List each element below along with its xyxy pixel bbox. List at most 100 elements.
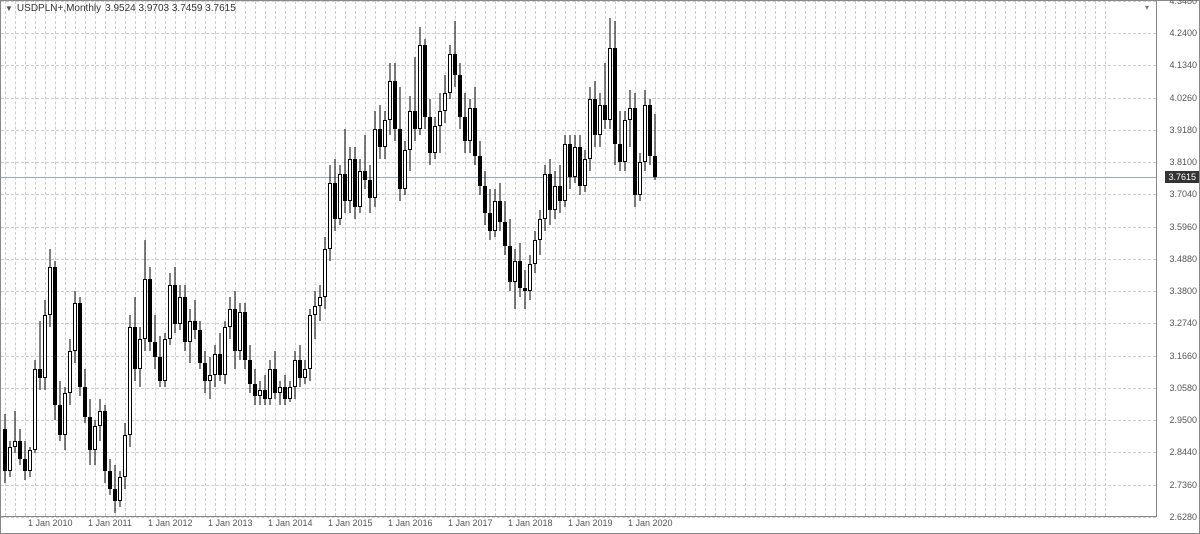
vgrid-line — [1015, 1, 1016, 516]
candle — [223, 1, 227, 517]
candle — [573, 1, 577, 517]
candle — [628, 1, 632, 517]
candle — [593, 1, 597, 517]
candle — [583, 1, 587, 517]
candle — [118, 1, 122, 517]
vgrid-line — [695, 1, 696, 516]
candle — [293, 1, 297, 517]
vgrid-line — [805, 1, 806, 516]
candle — [433, 1, 437, 517]
candle — [528, 1, 532, 517]
vgrid-line — [1105, 1, 1106, 516]
candle — [343, 1, 347, 517]
candle — [243, 1, 247, 517]
price-chart[interactable] — [1, 1, 1157, 517]
candle — [238, 1, 242, 517]
candle — [373, 1, 377, 517]
candle — [568, 1, 572, 517]
vgrid-line — [925, 1, 926, 516]
y-tick-label: 2.9500 — [1169, 415, 1197, 425]
candle — [438, 1, 442, 517]
candle — [388, 1, 392, 517]
candle — [418, 1, 422, 517]
y-tick-label: 3.0580 — [1169, 383, 1197, 393]
candle — [163, 1, 167, 517]
candle — [603, 1, 607, 517]
vgrid-line — [755, 1, 756, 516]
x-tick-label: 1 Jan 2015 — [328, 518, 373, 528]
candle — [53, 1, 57, 517]
candle — [543, 1, 547, 517]
candle — [458, 1, 462, 517]
candle — [63, 1, 67, 517]
candle — [488, 1, 492, 517]
x-tick-label: 1 Jan 2010 — [28, 518, 73, 528]
candle — [318, 1, 322, 517]
candle — [198, 1, 202, 517]
candle — [148, 1, 152, 517]
vgrid-line — [675, 1, 676, 516]
x-tick-label: 1 Jan 2013 — [208, 518, 253, 528]
candle — [498, 1, 502, 517]
candle — [38, 1, 42, 517]
chart-window[interactable]: ▼ USDPLN+,Monthly 3.9524 3.9703 3.7459 3… — [0, 0, 1200, 534]
vgrid-line — [1045, 1, 1046, 516]
y-tick-label: 3.9180 — [1169, 125, 1197, 135]
candle — [188, 1, 192, 517]
candle — [358, 1, 362, 517]
menu-triangle-icon[interactable]: ▼ — [5, 4, 13, 13]
candle — [408, 1, 412, 517]
vgrid-line — [745, 1, 746, 516]
candle — [463, 1, 467, 517]
candle — [368, 1, 372, 517]
vgrid-line — [835, 1, 836, 516]
vgrid-line — [1025, 1, 1026, 516]
candle — [518, 1, 522, 517]
candle — [453, 1, 457, 517]
candle — [153, 1, 157, 517]
candle — [43, 1, 47, 517]
candle — [653, 1, 657, 517]
vgrid-line — [865, 1, 866, 516]
candle — [523, 1, 527, 517]
candle — [218, 1, 222, 517]
candle — [248, 1, 252, 517]
candle — [28, 1, 32, 517]
vgrid-line — [725, 1, 726, 516]
vgrid-line — [875, 1, 876, 516]
candle — [623, 1, 627, 517]
candle — [328, 1, 332, 517]
candle — [648, 1, 652, 517]
candle — [538, 1, 542, 517]
y-tick-label: 3.7040 — [1169, 189, 1197, 199]
candle — [13, 1, 17, 517]
vgrid-line — [845, 1, 846, 516]
candle — [608, 1, 612, 517]
vgrid-line — [895, 1, 896, 516]
candle — [598, 1, 602, 517]
candle — [173, 1, 177, 517]
candle — [348, 1, 352, 517]
candle — [618, 1, 622, 517]
candle — [158, 1, 162, 517]
candle — [113, 1, 117, 517]
candle — [308, 1, 312, 517]
y-tick-label: 4.3480 — [1169, 0, 1197, 6]
x-tick-label: 1 Jan 2012 — [148, 518, 193, 528]
candle — [268, 1, 272, 517]
candle — [98, 1, 102, 517]
x-axis: 1 Jan 20101 Jan 20111 Jan 20121 Jan 2013… — [1, 517, 1157, 533]
candle — [253, 1, 257, 517]
candle — [448, 1, 452, 517]
candle — [353, 1, 357, 517]
candle — [553, 1, 557, 517]
y-tick-label: 4.1340 — [1169, 60, 1197, 70]
vgrid-line — [935, 1, 936, 516]
candle — [208, 1, 212, 517]
vgrid-line — [815, 1, 816, 516]
vgrid-line — [825, 1, 826, 516]
candle — [313, 1, 317, 517]
candle — [513, 1, 517, 517]
vgrid-line — [905, 1, 906, 516]
candle — [108, 1, 112, 517]
